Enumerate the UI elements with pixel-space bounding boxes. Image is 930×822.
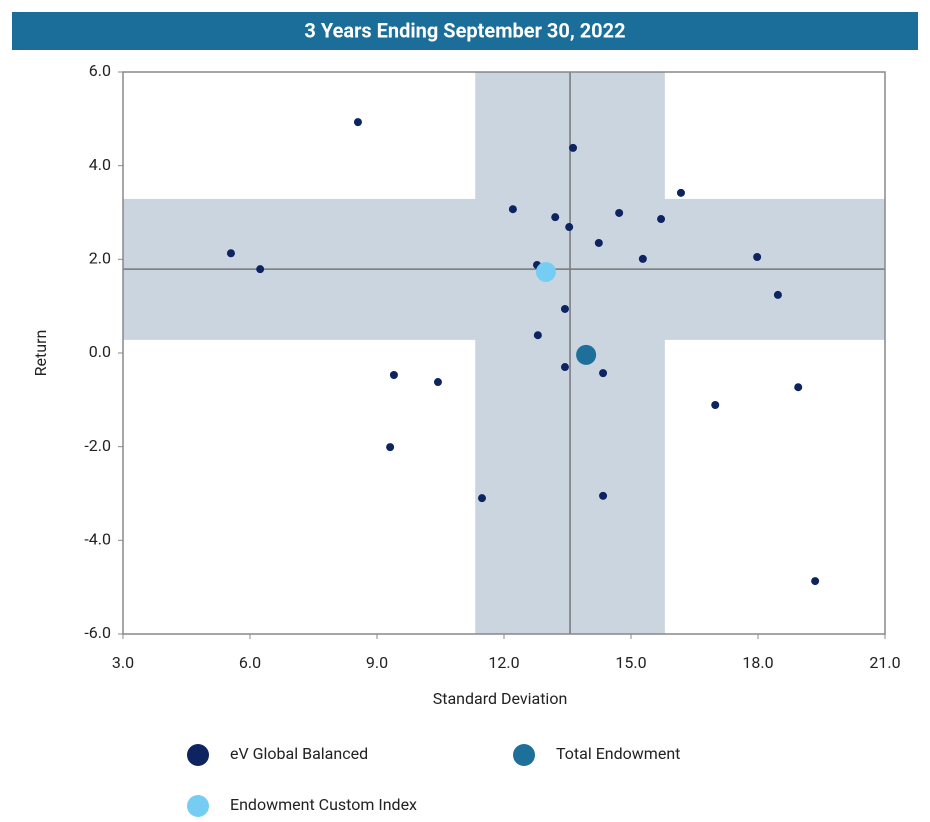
x-tick-label: 9.0	[366, 653, 388, 672]
y-tick-label: -2.0	[84, 436, 111, 455]
x-tick-label: 15.0	[615, 653, 646, 672]
legend-marker	[513, 744, 535, 766]
point	[773, 290, 782, 299]
point	[794, 383, 803, 392]
point	[599, 369, 608, 378]
point	[811, 577, 820, 586]
point	[226, 249, 235, 258]
y-tick-label: 2.0	[89, 249, 111, 268]
y-tick-label: -6.0	[84, 623, 111, 642]
point	[615, 208, 624, 217]
x-tick-label: 3.0	[112, 653, 134, 672]
y-tick-label: 4.0	[89, 155, 111, 174]
point	[508, 205, 517, 214]
point	[535, 261, 556, 282]
point	[657, 215, 666, 224]
title-bar	[12, 12, 918, 50]
legend-label: eV Global Balanced	[230, 744, 368, 763]
x-tick-label: 18.0	[742, 653, 773, 672]
point	[676, 188, 685, 197]
point	[565, 223, 574, 232]
point	[551, 213, 560, 222]
point	[386, 443, 395, 452]
point	[638, 254, 647, 263]
point	[533, 331, 542, 340]
point	[576, 344, 597, 365]
legend-marker	[187, 744, 209, 766]
x-tick-label: 6.0	[239, 653, 261, 672]
y-axis-label: Return	[31, 330, 50, 377]
point	[389, 371, 398, 380]
legend-label: Endowment Custom Index	[230, 795, 417, 814]
legend-label: Total Endowment	[556, 744, 680, 763]
point	[560, 363, 569, 372]
point	[753, 252, 762, 261]
y-tick-label: 6.0	[89, 61, 111, 80]
point	[433, 378, 442, 387]
x-axis-label: Standard Deviation	[433, 689, 568, 708]
y-tick-label: 0.0	[89, 342, 111, 361]
y-tick-label: -4.0	[84, 530, 111, 549]
point	[569, 143, 578, 152]
point	[560, 304, 569, 313]
point	[599, 491, 608, 500]
legend-marker	[187, 795, 209, 817]
point	[477, 494, 486, 503]
x-tick-label: 12.0	[488, 653, 519, 672]
point	[256, 265, 265, 274]
point	[594, 238, 603, 247]
point	[711, 400, 720, 409]
x-tick-label: 21.0	[869, 653, 900, 672]
point	[353, 118, 362, 127]
chart-title: 3 Years Ending September 30, 2022	[304, 18, 625, 42]
